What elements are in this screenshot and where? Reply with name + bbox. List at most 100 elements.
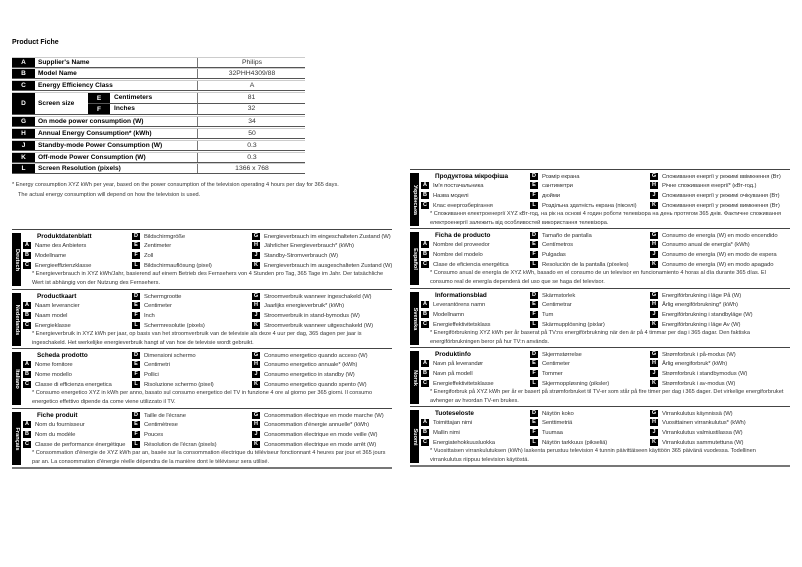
row-label: Supplier's Name <box>38 59 90 66</box>
item-c: C Classe di efficienza energetica <box>23 381 112 389</box>
letter-badge-h: H <box>650 301 658 308</box>
section-5: Español Ficha de producto A Nombre del pr… <box>410 228 790 288</box>
footnote-line-1: * Energy consumption XYZ kWh per year, b… <box>12 182 339 188</box>
item-e: E Centimetri <box>132 361 170 369</box>
section-8: Suomi Tuoteseloste A Toimittajan nimi B Mal… <box>410 406 790 466</box>
letter-badge-h: H <box>252 302 260 309</box>
item-g: G Stroomverbruik wanneer ingeschakeld (W) <box>252 293 372 301</box>
letter-badge-k: K <box>252 441 260 448</box>
row-letter: L <box>12 164 35 173</box>
row-label: Off-mode Power Consumption (W) <box>38 154 146 161</box>
letter-badge-l: L <box>132 322 140 329</box>
page-title: Product Fiche <box>12 39 59 46</box>
screen-size-subrow: F Inches <box>88 104 197 115</box>
item-g: G Energiförbrukning i läge På (W) <box>650 292 742 300</box>
letter-badge-h: H <box>650 419 658 426</box>
item-e: E Centimètrese <box>132 421 178 429</box>
item-k: K Virrankulutus sammutettuna (W) <box>650 439 744 447</box>
item-e: E Centimetrar <box>530 301 572 309</box>
letter-badge-a: A <box>23 242 31 249</box>
item-j: J Standby-Stromverbrauch (W) <box>252 252 338 260</box>
item-k: K Energiförbrukning i läge Av (W) <box>650 321 741 329</box>
letter-badge-a: A <box>23 361 31 368</box>
item-a: A Navn på leverandør <box>421 360 483 368</box>
item-k: K Energieverbrauch im ausgeschalteten Zus… <box>252 262 393 270</box>
letter-badge-l: L <box>530 261 538 268</box>
letter-badge-j: J <box>650 251 658 258</box>
item-g: G Energieverbrauch im eingeschalteten Zus… <box>252 233 391 241</box>
item-l: L Skjermoppløsning (piksler) <box>530 380 609 388</box>
section-0: Deutsch Produktdatenblatt A Name des Anbi… <box>12 229 392 289</box>
section-title: Productkaart <box>37 293 77 300</box>
letter-badge-k: K <box>252 262 260 269</box>
item-g: G Consommation électrique en mode marche … <box>252 412 384 420</box>
section-4: Українська Продуктова мікрофіша A Ім'я по… <box>410 169 790 229</box>
item-c: C Clase de eficiencia energética <box>421 261 509 269</box>
letter-badge-f: F <box>530 192 538 199</box>
item-d: D Skärmstorlek <box>530 292 576 300</box>
row-label: Energy Efficiency Class <box>38 82 113 89</box>
item-a: A Nom du fournisseur <box>23 421 85 429</box>
section-1: Nederlands Productkaart A Naam leverancie… <box>12 289 392 349</box>
letter-badge-g: G <box>650 173 658 180</box>
row-value: 32 <box>197 104 305 115</box>
item-j: J Consommation électrique en mode veille … <box>252 431 377 439</box>
item-l: L Skärmupplösning (pixlar) <box>530 321 605 329</box>
letter-badge-d: D <box>132 412 140 419</box>
language-tab: Deutsch <box>12 233 21 286</box>
item-h: H Jaarlijks energieverbruik* (kWh) <box>252 302 344 310</box>
item-e: E Zentimeter <box>132 242 171 250</box>
letter-badge-e: E <box>132 242 140 249</box>
divider <box>12 467 392 469</box>
letter-badge-f: F <box>530 370 538 377</box>
row-label: Model Name <box>38 70 77 77</box>
language-tab: Français <box>12 412 21 465</box>
row-label: On mode power consumption (W) <box>38 118 144 125</box>
letter-badge-f: F <box>530 429 538 436</box>
letter-badge-g: G <box>650 410 658 417</box>
item-b: B Navn på modell <box>421 370 473 378</box>
letter-badge-g: G <box>252 233 260 240</box>
letter-badge-c: C <box>23 381 31 388</box>
item-e: E Senttimetriä <box>530 419 572 427</box>
item-g: G Strømforbruk i på-modus (W) <box>650 351 736 359</box>
section-title: Scheda prodotto <box>37 352 88 359</box>
item-f: F Pulgadas <box>530 251 566 259</box>
letter-badge-e: E <box>132 302 140 309</box>
item-g: G Consumo energetico quando acceso (W) <box>252 352 368 360</box>
row-letter: G <box>12 117 35 126</box>
item-b: B Nome modello <box>23 371 72 379</box>
item-b: B Mallin nimi <box>421 429 460 437</box>
item-j: J Strømforbruk i standbymodus (W) <box>650 370 747 378</box>
item-e: E Centimeter <box>530 360 570 368</box>
row-letter: F <box>88 104 110 114</box>
row-value: 81 <box>197 93 305 104</box>
item-f: F Pouces <box>132 431 163 439</box>
letter-badge-l: L <box>530 202 538 209</box>
item-c: C Клас енергозберігання <box>421 202 493 210</box>
language-tab: Español <box>410 232 419 285</box>
item-e: E Centimeter <box>132 302 172 310</box>
letter-badge-d: D <box>530 351 538 358</box>
row-value: 0.3 <box>197 153 306 162</box>
letter-badge-d: D <box>132 233 140 240</box>
letter-badge-j: J <box>252 252 260 259</box>
row-value: 34 <box>197 117 306 126</box>
row-letter: A <box>12 58 35 67</box>
letter-badge-f: F <box>530 311 538 318</box>
section-title: Informationsblad <box>435 292 487 299</box>
row-letter: D <box>12 93 35 114</box>
letter-badge-g: G <box>650 351 658 358</box>
section-title: Fiche produit <box>37 412 78 419</box>
section-footnote: * Energiförbrukning XYZ kWh per år baser… <box>430 330 750 345</box>
item-h: H Consumo anual de energía* (kWh) <box>650 241 750 249</box>
item-c: C Energieeffizienzklasse <box>23 262 92 270</box>
section-title: Продуктова мікрофіша <box>435 173 509 180</box>
letter-badge-a: A <box>421 182 429 189</box>
item-g: G Virrankulutus käynnissä (W) <box>650 410 733 418</box>
letter-badge-h: H <box>252 242 260 249</box>
letter-badge-b: B <box>421 370 429 377</box>
item-l: L Schermresolutie (pixels) <box>132 322 205 330</box>
item-l: L Risoluzione schermo (pixel) <box>132 381 214 389</box>
item-b: B Назва моделі <box>421 192 469 200</box>
